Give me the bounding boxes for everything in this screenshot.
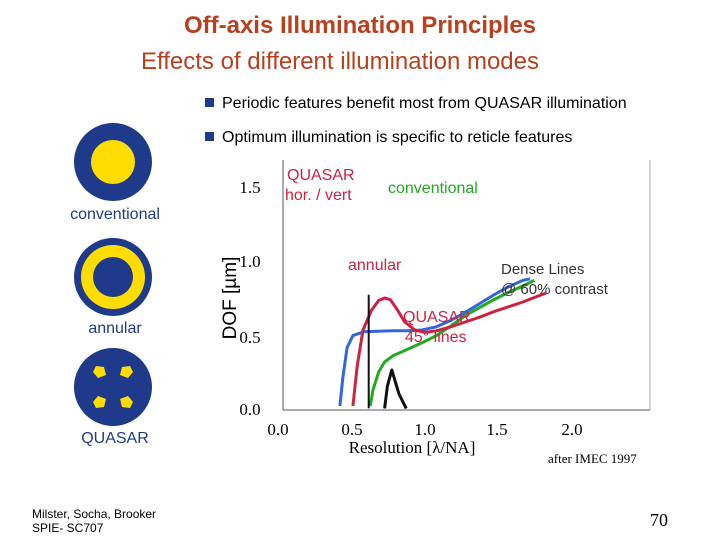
y-tick-label: 0.5 [239, 328, 260, 347]
chart-axes [282, 160, 651, 411]
annular-pupil-icon [74, 238, 152, 316]
credit-line-2: SPIE- SC707 [32, 521, 104, 535]
conventional-label: conventional [70, 206, 160, 223]
bullet-square-icon [205, 98, 214, 107]
series-line-conventional [368, 279, 535, 407]
bullet-2: Optimum illumination is specific to reti… [205, 129, 572, 147]
y-tick-label: 1.0 [239, 252, 260, 271]
annotation-source: after IMEC 1997 [548, 451, 637, 466]
x-tick-label: 1.5 [486, 420, 507, 439]
slide-title: Off-axis Illumination Principles [183, 12, 537, 39]
annotation-quasar-hv-line2: hor. / vert [285, 187, 352, 204]
bullet-square-icon [205, 132, 214, 141]
credit-line-1: Milster, Socha, Brooker [32, 507, 157, 521]
x-tick-label: 2.0 [561, 420, 582, 439]
annotation-quasar-hv-line1: QUASAR [287, 167, 355, 184]
annotation-quasar-45-line2: 45° lines [405, 329, 467, 346]
tick-layer: 0.0 0.5 1.0 1.5 2.0 0.0 0.5 1.0 1.5 [239, 178, 582, 439]
annotation-dense-lines: Dense Lines [501, 261, 584, 278]
bullet-2-text: Optimum illumination is specific to reti… [222, 129, 573, 146]
slide-subtitle: Effects of different illumination modes [141, 48, 539, 75]
annotation-quasar-45-line1: QUASAR [403, 309, 471, 326]
x-tick-label: 0.0 [267, 420, 288, 439]
series-line-annular [338, 277, 531, 407]
x-axis-title: Resolution [λ/NA] [349, 438, 476, 457]
bullet-1-text: Periodic features benefit most from QUAS… [222, 95, 627, 112]
conventional-pupil-icon [74, 123, 152, 201]
annotation-conventional: conventional [388, 180, 478, 197]
series-line-quasar-hor-vert [351, 291, 547, 407]
bullet-1: Periodic features benefit most from QUAS… [205, 95, 627, 113]
series-layer [338, 277, 547, 410]
x-tick-label: 0.5 [341, 420, 362, 439]
x-tick-label: 1.0 [414, 420, 435, 439]
annotation-annular: annular [348, 257, 402, 274]
quasar-label: QUASAR [81, 430, 149, 447]
annotation-contrast: @ 60% contrast [501, 281, 609, 298]
y-tick-label: 1.5 [239, 178, 260, 197]
y-tick-label: 0.0 [239, 400, 260, 419]
annular-label: annular [88, 320, 142, 337]
page-number: 70 [650, 510, 668, 530]
quasar-pupil-icon [74, 348, 152, 426]
y-axis-title: DOF [µm] [220, 257, 241, 340]
series-line-quasar-45-lines [383, 368, 408, 410]
credit: Milster, Socha, Brooker SPIE- SC707 [32, 507, 156, 535]
